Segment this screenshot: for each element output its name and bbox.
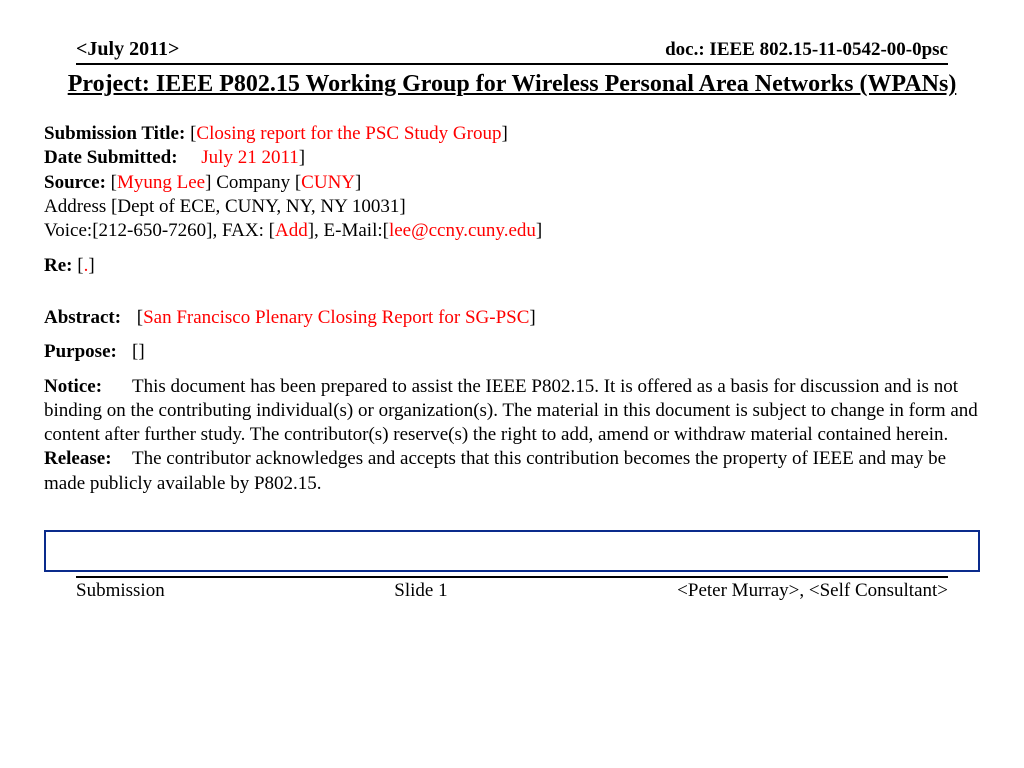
bracket: ]: [355, 172, 361, 193]
source-name: Myung Lee: [117, 172, 205, 193]
title-wrap: Project: IEEE P802.15 Working Group for …: [44, 71, 980, 98]
submission-block: Submission Title: [Closing report for th…: [44, 122, 980, 244]
bracket: ]: [529, 307, 535, 328]
voice-prefix: Voice:[212-650-7260], FAX: [: [44, 220, 275, 241]
document-body: Submission Title: [Closing report for th…: [44, 122, 980, 496]
re-label: Re:: [44, 255, 72, 276]
bracket: ]: [536, 220, 542, 241]
footer-center: Slide 1: [394, 580, 447, 602]
bracket: ]: [501, 123, 507, 144]
date-submitted-label: Date Submitted:: [44, 147, 178, 168]
submission-title-value: Closing report for the PSC Study Group: [196, 123, 501, 144]
header-date: <July 2011>: [76, 38, 179, 61]
footer-left: Submission: [76, 580, 165, 602]
fax-value: Add: [275, 220, 308, 241]
notes-placeholder-box: [44, 530, 980, 572]
header-doc-number: doc.: IEEE 802.15-11-0542-00-0psc: [665, 39, 948, 61]
bracket: ]: [88, 255, 94, 276]
footer-right: <Peter Murray>, <Self Consultant>: [677, 580, 948, 602]
notice-label: Notice:: [44, 375, 132, 399]
re-block: Re: [.]: [44, 254, 980, 278]
company-label: Company: [211, 172, 294, 193]
source-label: Source:: [44, 172, 106, 193]
page-title: Project: IEEE P802.15 Working Group for …: [68, 71, 957, 97]
submission-title-label: Submission Title:: [44, 123, 185, 144]
header-row: <July 2011> doc.: IEEE 802.15-11-0542-00…: [76, 38, 948, 65]
notice-block: Notice:This document has been prepared t…: [44, 375, 980, 497]
bracket: ]: [299, 147, 305, 168]
email-value: lee@ccny.cuny.edu: [389, 220, 536, 241]
date-submitted-value: July 21 2011: [201, 147, 298, 168]
address-line: Address [Dept of ECE, CUNY, NY, NY 10031…: [44, 196, 406, 217]
purpose-label: Purpose:: [44, 340, 132, 364]
footer-row: Submission Slide 1 <Peter Murray>, <Self…: [44, 578, 980, 602]
release-label: Release:: [44, 447, 132, 471]
release-text: The contributor acknowledges and accepts…: [44, 448, 946, 493]
spacer: [182, 147, 201, 168]
purpose-block: Purpose:[]: [44, 340, 980, 364]
email-prefix: ], E-Mail:[: [308, 220, 389, 241]
company-value: CUNY: [301, 172, 355, 193]
abstract-label: Abstract:: [44, 306, 132, 330]
purpose-value: []: [132, 341, 145, 362]
abstract-value: San Francisco Plenary Closing Report for…: [143, 307, 529, 328]
abstract-block: Abstract: [San Francisco Plenary Closing…: [44, 306, 980, 330]
notice-text: This document has been prepared to assis…: [44, 376, 978, 446]
